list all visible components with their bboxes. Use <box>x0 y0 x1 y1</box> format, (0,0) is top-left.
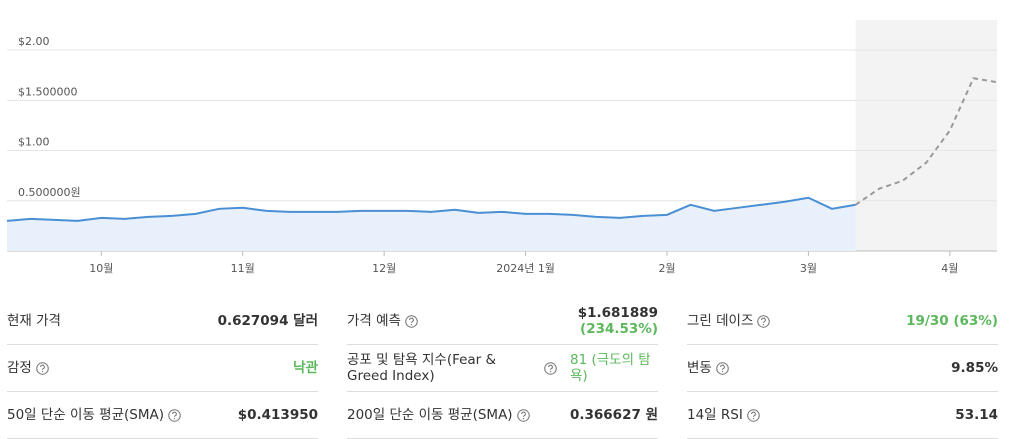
stat-label: 공포 및 탐욕 지수(Fear & Greed Index) <box>347 352 497 384</box>
line <box>855 77 998 206</box>
stat-value: 0.627094 달러 <box>217 313 318 329</box>
stat-label: 14일 RSI <box>687 407 743 423</box>
stat-label-wrap: 200일 단순 이동 평균(SMA) <box>347 407 530 423</box>
help-icon[interactable] <box>405 314 418 328</box>
stat-label-wrap: 공포 및 탐욕 지수(Fear & Greed Index) <box>347 352 557 384</box>
stat-cell: 변동 9.85% <box>687 345 998 392</box>
x-tick-label: 12월 <box>372 262 396 275</box>
stat-cell: 14일 RSI 53.14 <box>687 392 998 439</box>
stat-value: $1.681889 <box>577 305 658 321</box>
stat-value-wrap: 19/30 (63%) <box>906 313 998 329</box>
stat-cell: 200일 단순 이동 평균(SMA) 0.366627 원 <box>347 392 658 439</box>
line <box>6 196 856 222</box>
stat-value-wrap: 53.14 <box>955 407 998 423</box>
stat-label: 50일 단순 이동 평균(SMA) <box>7 407 164 423</box>
stat-label-wrap: 가격 예측 <box>347 313 418 329</box>
forecast-region <box>855 20 997 251</box>
y-tick-label: 0.500000원 <box>18 186 81 199</box>
stat-value-wrap: $0.413950 <box>238 407 318 423</box>
help-icon[interactable] <box>757 314 771 328</box>
stat-label: 감정 <box>7 360 32 376</box>
stat-cell: 현재 가격 0.627094 달러 <box>7 298 318 345</box>
stat-value-wrap: 낙관 <box>293 360 318 376</box>
stat-cell: 공포 및 탐욕 지수(Fear & Greed Index) 81 (극도의 탐욕… <box>347 345 658 392</box>
y-tick-label: $1.00 <box>18 136 50 149</box>
stat-value-wrap: 81 (극도의 탐욕) <box>570 352 658 384</box>
stat-label: 200일 단순 이동 평균(SMA) <box>347 407 513 423</box>
stat-label-wrap: 현재 가격 <box>7 313 61 329</box>
stats-grid: 현재 가격 0.627094 달러 가격 예측 $1.681889 (234.53%)… <box>7 298 998 439</box>
stat-value: 53.14 <box>955 407 998 423</box>
stat-value: $0.413950 <box>237 407 318 423</box>
stat-change: (234.53%) <box>580 321 658 337</box>
stat-label-wrap: 그린 데이즈 <box>687 313 771 329</box>
area <box>7 197 856 251</box>
help-icon[interactable] <box>168 408 181 422</box>
stat-cell: 가격 예측 $1.681889 (234.53%) <box>347 298 658 345</box>
stat-value-wrap: 0.627094 달러 <box>218 313 318 329</box>
x-tick-label: 2월 <box>658 262 675 275</box>
stat-value: 81 (극도의 탐욕) <box>570 352 651 384</box>
stat-label-wrap: 50일 단순 이동 평균(SMA) <box>7 407 181 423</box>
stat-value: 19/30 (63%) <box>906 313 998 329</box>
stat-label-wrap: 감정 <box>7 360 49 376</box>
y-tick-label: $2.00 <box>18 35 50 48</box>
stat-cell: 감정 낙관 <box>7 345 318 392</box>
stat-value-wrap: 0.366627 원 <box>570 407 658 423</box>
stat-value: 낙관 <box>293 360 318 376</box>
stat-label-wrap: 변동 <box>687 360 729 376</box>
stat-value: 9.85% <box>951 360 998 376</box>
stat-label: 변동 <box>687 360 712 376</box>
x-tick-label: 10월 <box>89 262 113 275</box>
stat-value-wrap: 9.85% <box>951 360 998 376</box>
x-tick-label: 3월 <box>800 262 817 275</box>
y-tick-label: $1.500000 <box>18 85 78 98</box>
stat-label-wrap: 14일 RSI <box>687 407 760 423</box>
help-icon[interactable] <box>747 408 760 422</box>
stat-cell: 50일 단순 이동 평균(SMA) $0.413950 <box>7 392 318 439</box>
help-icon[interactable] <box>516 408 530 422</box>
x-tick-label: 4월 <box>941 262 958 275</box>
stat-value: 0.366627 원 <box>569 407 658 423</box>
x-tick-label: 2024년 1월 <box>496 262 555 275</box>
stat-cell: 그린 데이즈 19/30 (63%) <box>687 298 998 345</box>
help-icon[interactable] <box>36 361 49 375</box>
stat-label: 가격 예측 <box>347 313 401 329</box>
x-tick-label: 11월 <box>231 262 255 275</box>
stat-value-wrap: $1.681889 (234.53%) <box>498 305 658 337</box>
help-icon[interactable] <box>544 361 557 375</box>
stat-label: 그린 데이즈 <box>687 313 754 329</box>
chart: $0.000.500000원$1.00$1.500000$2.0010월11월1… <box>6 20 998 275</box>
help-icon[interactable] <box>716 361 729 375</box>
stat-label: 현재 가격 <box>7 313 61 329</box>
